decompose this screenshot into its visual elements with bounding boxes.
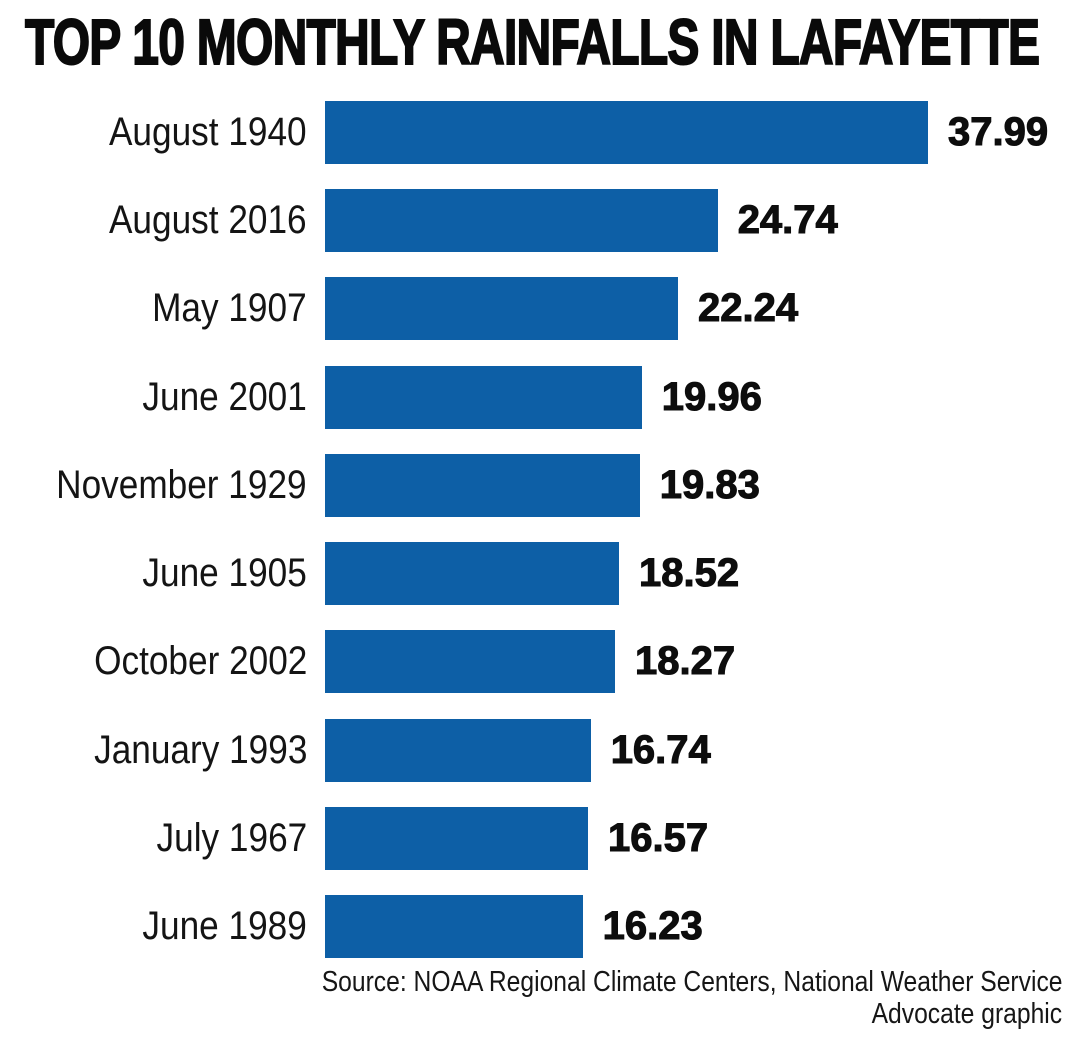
category-label: August 1940 [0, 110, 307, 155]
source-line-1: Source: NOAA Regional Climate Centers, N… [62, 966, 1062, 998]
bar [325, 277, 678, 341]
chart-row: November 1929 19.83 [0, 441, 1080, 529]
bar [325, 895, 583, 959]
bar [325, 453, 640, 517]
category-label: June 2001 [0, 375, 307, 420]
source-line-1-text: Source: NOAA Regional Climate Centers, N… [321, 966, 1062, 998]
chart-row: June 2001 19.96 [0, 353, 1080, 441]
category-label: June 1905 [0, 551, 307, 596]
value-label: 37.99 [947, 109, 1049, 154]
category-label: November 1929 [0, 463, 307, 508]
value-label: 19.83 [659, 462, 760, 507]
category-label: January 1993 [0, 728, 307, 773]
category-label-text: August 2016 [109, 197, 307, 242]
value-label: 16.57 [607, 815, 709, 861]
bar [325, 188, 718, 252]
chart-row: June 1989 16.23 [0, 883, 1080, 971]
category-label-text: June 1905 [142, 551, 307, 596]
category-label: June 1989 [0, 904, 307, 949]
chart-row: July 1967 16.57 [0, 794, 1080, 882]
category-label-text: July 1967 [156, 816, 307, 861]
bar [325, 542, 619, 606]
bar [325, 807, 588, 871]
value-label: 18.27 [634, 639, 736, 684]
value-label: 19.96 [661, 374, 762, 419]
category-label-text: June 1989 [142, 904, 307, 949]
chart-row: August 1940 37.99 [0, 88, 1080, 176]
chart-row: June 1905 18.52 [0, 529, 1080, 617]
category-label-text: November 1929 [56, 462, 307, 507]
category-label-text: January 1993 [93, 727, 307, 772]
chart-title-text: TOP 10 MONTHLY RAINFALLS IN LAFAYETTE [24, 6, 1040, 78]
bar [325, 718, 591, 782]
bar [325, 630, 615, 694]
source-line-2-text: Advocate graphic [871, 998, 1062, 1031]
chart-row: October 2002 18.27 [0, 618, 1080, 706]
value-label: 16.74 [610, 727, 711, 772]
category-label-text: June 2001 [142, 374, 307, 419]
bar-chart: August 1940 37.99 August 2016 24.74 May 1907… [0, 88, 1080, 971]
chart-row: January 1993 16.74 [0, 706, 1080, 794]
bar [325, 365, 642, 429]
source-credit: Source: NOAA Regional Climate Centers, N… [62, 966, 1062, 1031]
category-label-text: August 1940 [109, 109, 307, 154]
bar [325, 100, 928, 164]
category-label: May 1907 [0, 286, 307, 331]
value-label: 24.74 [737, 197, 838, 242]
category-label: July 1967 [0, 816, 307, 861]
category-label: August 2016 [0, 198, 307, 243]
chart-row: August 2016 24.74 [0, 176, 1080, 264]
value-label: 22.24 [697, 286, 799, 331]
category-label-text: October 2002 [93, 639, 307, 684]
source-line-2: Advocate graphic [62, 998, 1062, 1030]
value-label: 16.23 [602, 904, 703, 949]
chart-row: May 1907 22.24 [0, 265, 1080, 353]
value-label: 18.52 [638, 551, 740, 596]
category-label: October 2002 [0, 639, 307, 684]
chart-title: TOP 10 MONTHLY RAINFALLS IN LAFAYETTE [24, 6, 1080, 78]
category-label-text: May 1907 [152, 286, 307, 331]
